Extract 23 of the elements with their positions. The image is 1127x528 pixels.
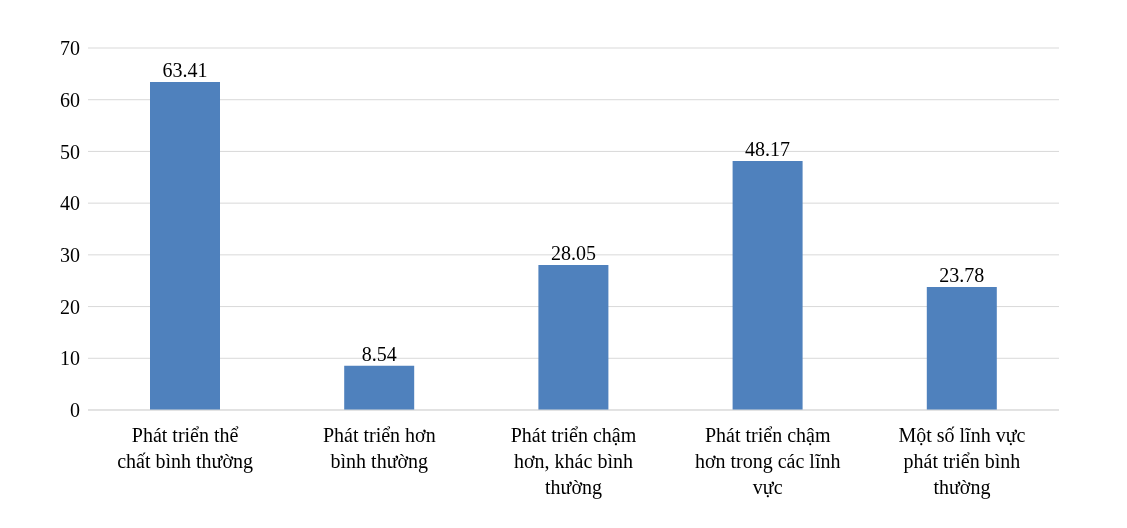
- data-label: 23.78: [939, 264, 985, 287]
- x-tick-label: Phát triển thể chất bình thường: [117, 424, 254, 473]
- data-label: 63.41: [162, 59, 208, 82]
- bar: [538, 264, 609, 410]
- y-tick-label: 60: [60, 88, 80, 111]
- x-tick-label: Phát triển hơn bình thường: [322, 424, 436, 473]
- y-tick-label: 20: [60, 295, 80, 318]
- bar: [150, 82, 220, 410]
- y-tick-label: 0: [70, 399, 80, 422]
- bar: [926, 287, 997, 410]
- y-tick-label: 30: [60, 243, 80, 266]
- data-label: 8.54: [361, 342, 397, 365]
- y-tick-label: 40: [60, 192, 80, 215]
- x-tick-label: Một số lĩnh vực phát triển bình thường: [898, 424, 1026, 499]
- data-label: 48.17: [745, 137, 791, 160]
- y-tick-label: 70: [60, 37, 80, 60]
- bar: [344, 365, 415, 410]
- x-tick-label: Phát triển chậm hơn, khác bình thường: [510, 424, 637, 499]
- data-label: 28.05: [550, 241, 596, 264]
- bar: [732, 160, 803, 410]
- y-tick-label: 50: [60, 140, 80, 163]
- x-tick-label: Phát triển chậm hơn trong các lĩnh vực: [694, 424, 841, 498]
- y-tick-label: 10: [60, 347, 80, 370]
